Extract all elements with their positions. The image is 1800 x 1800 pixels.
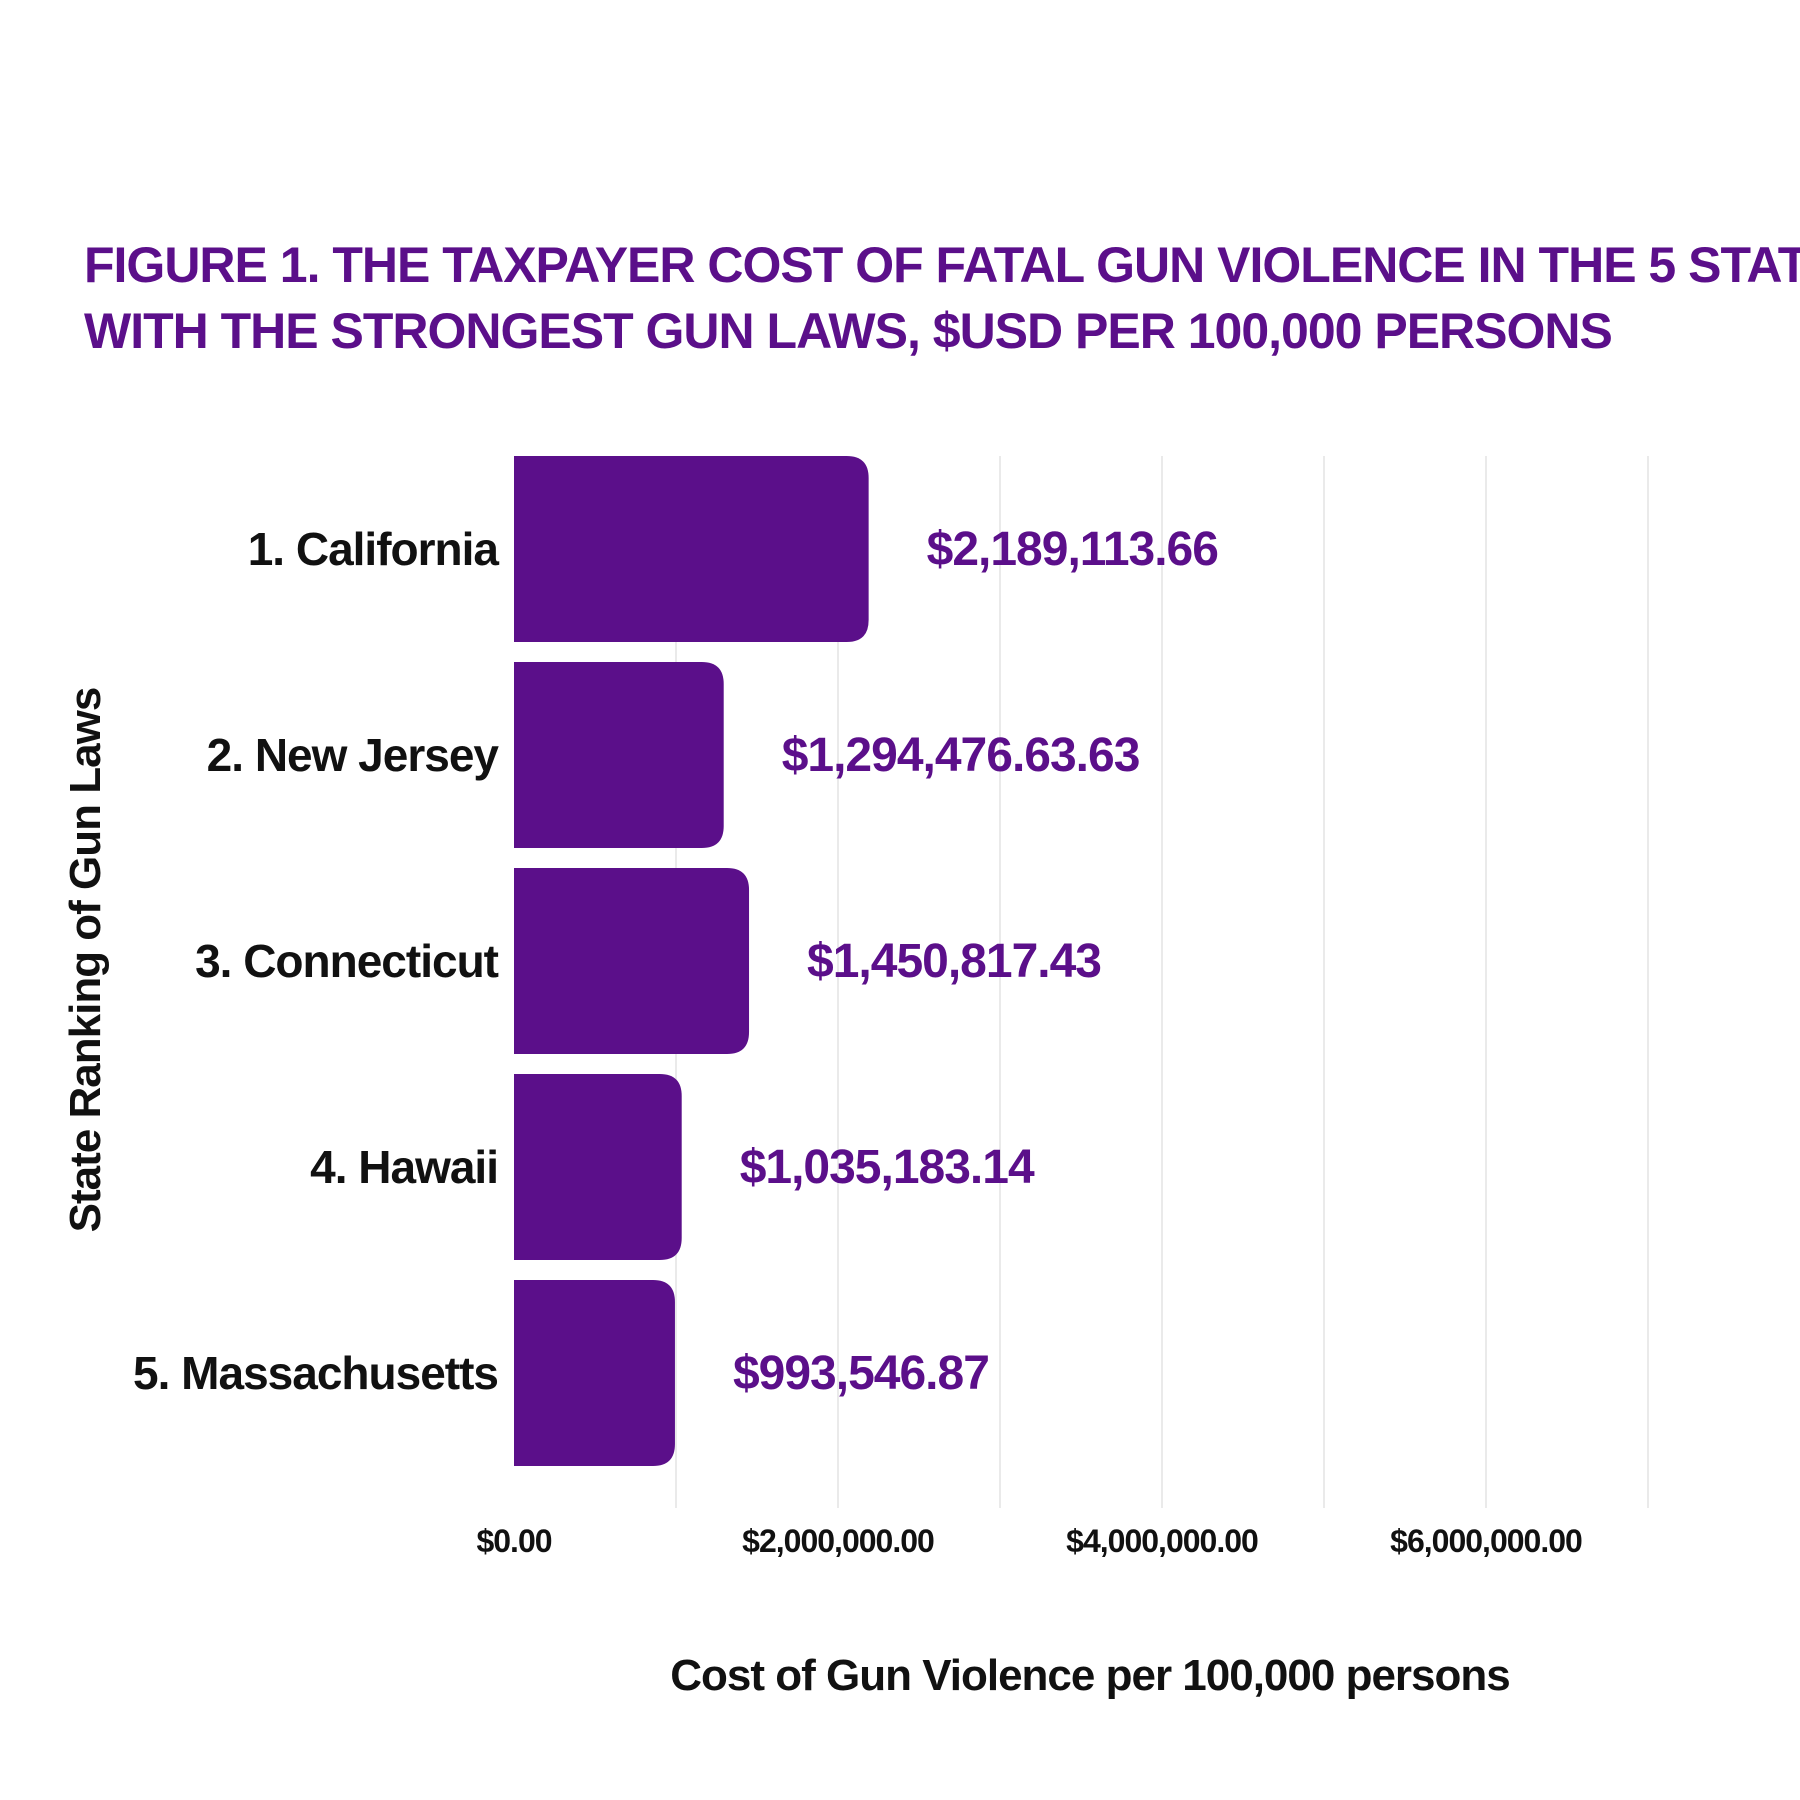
data-labels: $2,189,113.66 $1,294,476.63.63 $1,450,817.…: [733, 523, 1219, 1400]
x-axis-title: Cost of Gun Violence per 100,000 persons: [670, 1651, 1509, 1700]
y-axis-title: State Ranking of Gun Laws: [61, 688, 110, 1233]
category-label: 4. Hawaii: [310, 1141, 498, 1193]
chart-title-line-2: WITH THE STRONGEST GUN LAWS, $USD PER 10…: [84, 303, 1613, 359]
category-label: 2. New Jersey: [207, 729, 500, 781]
bar: [514, 456, 869, 642]
bars: [514, 456, 869, 1466]
category-label: 5. Massachusetts: [133, 1347, 498, 1399]
x-tick-label: $6,000,000.00: [1390, 1523, 1582, 1559]
x-tick-labels: $0.00 $2,000,000.00 $4,000,000.00 $6,000,00…: [476, 1523, 1583, 1559]
category-labels: 1. California 2. New Jersey 3. Connecticut…: [133, 523, 500, 1399]
chart-title: FIGURE 1. THE TAXPAYER COST OF FATAL GUN…: [84, 232, 1800, 364]
x-tick-label: $0.00: [476, 1523, 551, 1559]
bar: [514, 1074, 682, 1260]
data-label: $2,189,113.66: [927, 523, 1218, 576]
data-label: $1,035,183.14: [740, 1141, 1035, 1194]
data-label: $1,450,817.43: [807, 935, 1101, 988]
x-tick-label: $4,000,000.00: [1066, 1523, 1258, 1559]
data-label: $993,546.87: [733, 1347, 989, 1400]
chart-title-line-1: FIGURE 1. THE TAXPAYER COST OF FATAL GUN…: [84, 237, 1800, 293]
data-label: $1,294,476.63.63: [782, 729, 1140, 782]
bar: [514, 662, 724, 848]
category-label: 1. California: [248, 523, 500, 575]
x-tick-label: $2,000,000.00: [742, 1523, 934, 1559]
category-label: 3. Connecticut: [195, 935, 499, 987]
bar: [514, 1280, 675, 1466]
bar: [514, 868, 750, 1054]
